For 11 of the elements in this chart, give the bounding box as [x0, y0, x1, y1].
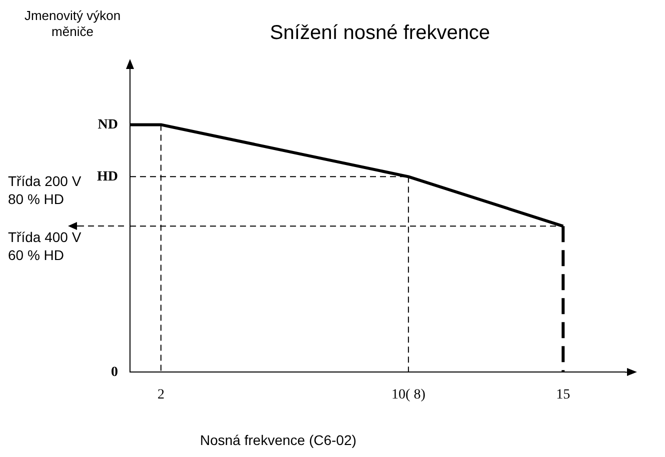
x-tick-label: 15	[556, 387, 570, 402]
x-tick-label: 10( 8)	[392, 387, 426, 402]
chart-title: Snížení nosné frekvence	[268, 22, 492, 45]
text: HD	[97, 169, 118, 184]
text: 0	[111, 364, 118, 380]
x-tick-label: 2	[157, 387, 164, 402]
text: Třída 400 V 60 % HD	[8, 228, 82, 264]
x-axis-title: Nosná frekvence (C6-02)	[200, 432, 356, 448]
text: ND	[98, 117, 118, 132]
text: Jmenovitý výkon měniče	[23, 8, 122, 40]
text: Třída 200 V 80 % HD	[8, 172, 82, 208]
